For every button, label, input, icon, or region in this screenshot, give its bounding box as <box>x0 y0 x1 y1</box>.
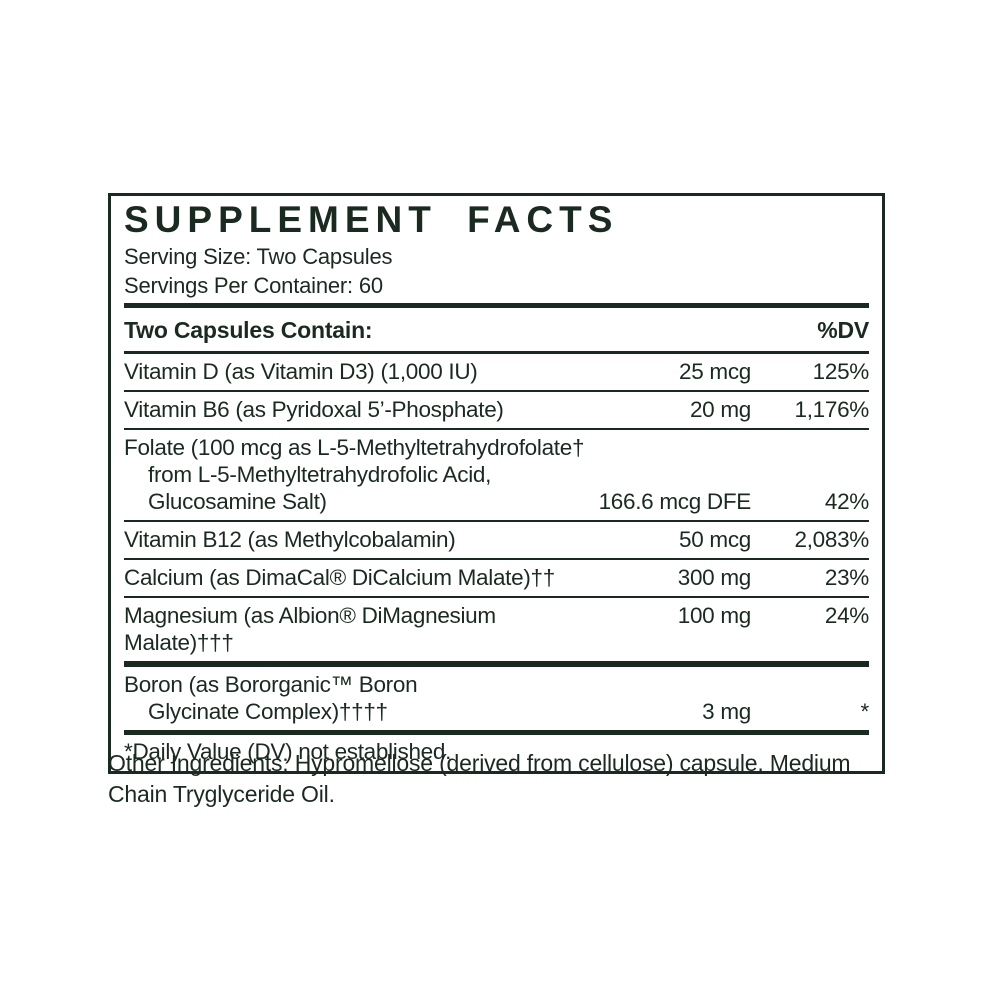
row-divider <box>124 390 869 392</box>
nutrient-name-line: Folate (100 mcg as L-5-Methyltetrahydrof… <box>124 435 585 460</box>
nutrient-name: Vitamin D (as Vitamin D3) (1,000 IU) <box>124 359 478 384</box>
table-row-calcium: Calcium (as DimaCal® DiCalcium Malate)††… <box>124 560 869 596</box>
row-divider <box>124 520 869 522</box>
nutrient-name-line: Glycinate Complex)†††† <box>148 699 388 724</box>
divider-thick-top <box>124 303 869 308</box>
nutrient-amount: 3 mg <box>702 699 751 724</box>
nutrient-name: Magnesium (as Albion® DiMagnesium Malate… <box>124 603 496 655</box>
column-header-contents: Two Capsules Contain: <box>124 317 373 343</box>
nutrient-amount: 25 mcg <box>679 359 751 384</box>
nutrient-dv: 42% <box>824 489 869 514</box>
nutrient-dv: 2,083% <box>794 527 869 552</box>
nutrient-name-line: Boron (as Bororganic™ Boron <box>124 672 418 697</box>
table-header-row: Two Capsules Contain: %DV <box>124 308 869 351</box>
nutrient-name-line: from L-5-Methyltetrahydrofolic Acid, <box>148 462 492 487</box>
supplement-facts-panel: SUPPLEMENT FACTS Serving Size: Two Capsu… <box>108 193 885 774</box>
serving-size: Serving Size: Two Capsules <box>124 244 393 269</box>
table-row-magnesium: Magnesium (as Albion® DiMagnesium Malate… <box>124 598 869 661</box>
nutrient-dv: 24% <box>824 603 869 628</box>
nutrient-name-line: Glucosamine Salt) <box>148 489 327 514</box>
table-row-vitamin-b12: Vitamin B12 (as Methylcobalamin) 50 mcg … <box>124 522 869 558</box>
nutrient-name: Calcium (as DimaCal® DiCalcium Malate)†† <box>124 565 555 590</box>
other-ingredients-text: Other Ingredients: Hypromellose (derived… <box>108 750 851 807</box>
nutrient-amount: 300 mg <box>677 565 752 590</box>
nutrient-dv: * <box>860 699 870 724</box>
nutrient-amount: 20 mg <box>689 397 751 422</box>
nutrient-name: Vitamin B6 (as Pyridoxal 5’-Phosphate) <box>124 397 504 422</box>
table-row-vitamin-b6: Vitamin B6 (as Pyridoxal 5’-Phosphate) 2… <box>124 392 869 428</box>
panel-title: SUPPLEMENT FACTS <box>124 199 619 240</box>
servings-per-container: Servings Per Container: 60 <box>124 273 383 298</box>
nutrient-dv: 125% <box>812 359 870 384</box>
nutrient-amount: 50 mcg <box>679 527 751 552</box>
row-divider <box>124 428 869 430</box>
column-header-dv: %DV <box>817 317 869 343</box>
divider-thick-bottom <box>124 730 869 735</box>
divider-header <box>124 351 869 354</box>
nutrient-amount: 166.6 mcg DFE <box>598 489 752 514</box>
nutrient-amount: 100 mg <box>677 603 752 628</box>
row-divider <box>124 558 869 560</box>
nutrient-dv: 23% <box>824 565 869 590</box>
nutrient-name: Vitamin B12 (as Methylcobalamin) <box>124 527 456 552</box>
table-row-vitamin-d: Vitamin D (as Vitamin D3) (1,000 IU) 25 … <box>124 354 869 390</box>
table-row-boron: Boron (as Bororganic™ Boron Glycinate Co… <box>124 667 869 730</box>
daily-value-footnote: *Daily Value (DV) not established. <box>124 739 452 764</box>
row-divider <box>124 596 869 598</box>
table-row-folate: Folate (100 mcg as L-5-Methyltetrahydrof… <box>124 430 869 520</box>
nutrient-dv: 1,176% <box>794 397 869 422</box>
divider-section-bar <box>124 661 869 667</box>
